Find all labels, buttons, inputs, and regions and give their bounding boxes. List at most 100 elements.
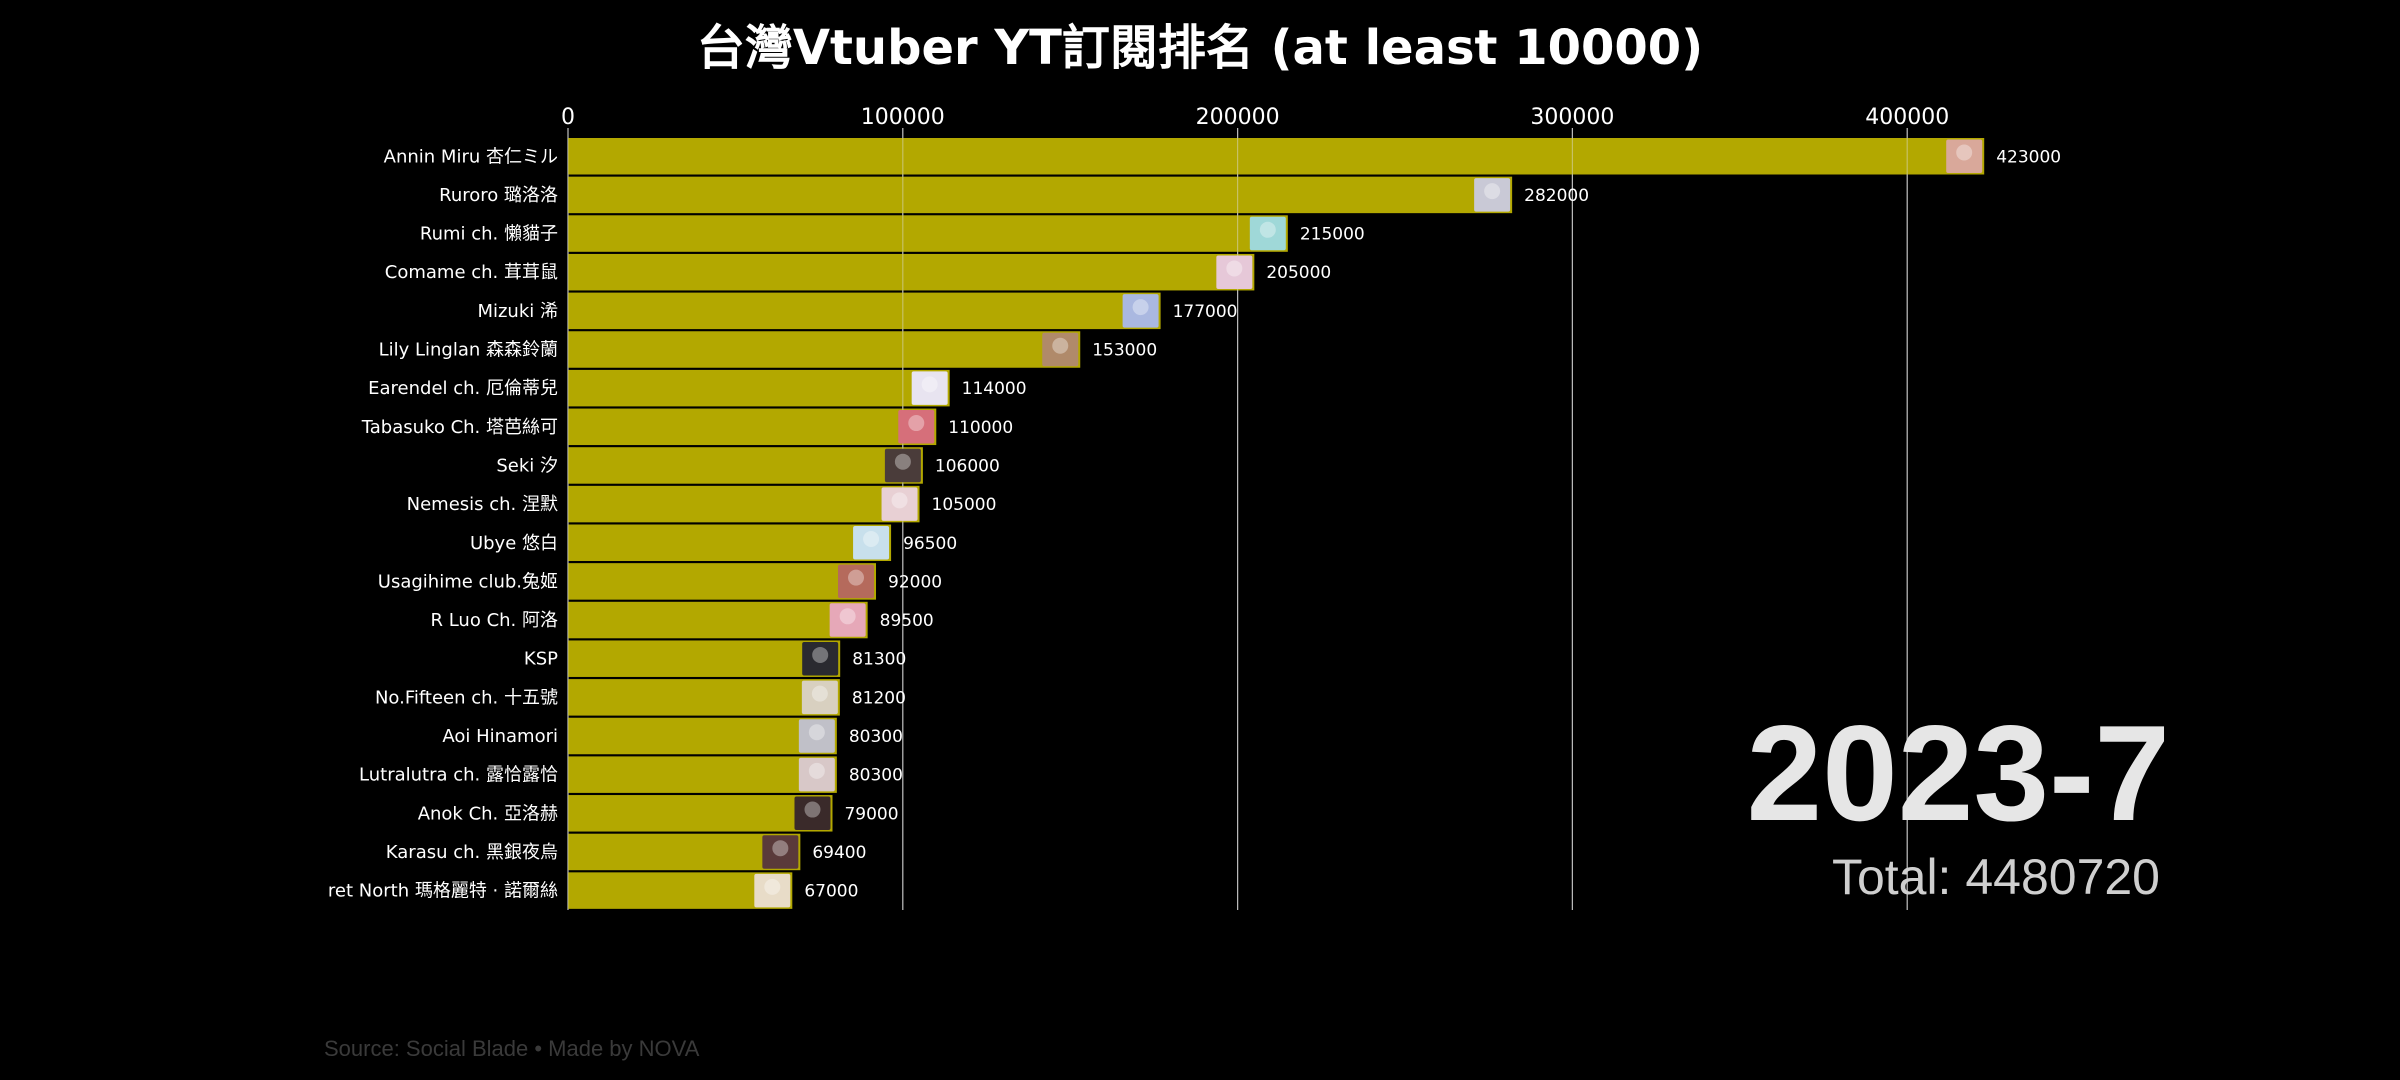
avatar-icon	[1216, 255, 1253, 289]
value-label: 153000	[1092, 341, 1157, 361]
value-label: 114000	[962, 379, 1027, 399]
bar	[568, 795, 833, 832]
avatar-face-icon	[804, 801, 821, 818]
x-tick-label: 400000	[1865, 105, 1949, 130]
avatar-face-icon	[808, 762, 825, 779]
bar	[568, 369, 950, 407]
avatar-face-icon	[764, 878, 781, 895]
value-label: 96500	[903, 534, 957, 554]
avatar-icon	[853, 526, 890, 560]
period-label: 2023-7	[1746, 697, 2170, 849]
bar	[568, 563, 877, 600]
bar	[568, 524, 892, 561]
avatar-face-icon	[772, 840, 789, 857]
total-label: Total: 4480720	[1831, 849, 2160, 905]
bar	[568, 447, 923, 484]
value-label: 81200	[852, 688, 906, 708]
chart-title: 台灣Vtuber YT訂閱排名 (at least 10000)	[696, 20, 1704, 76]
category-label: Mizuki 浠	[477, 301, 558, 322]
avatar-icon	[881, 487, 918, 521]
category-label: Ubye 悠白	[470, 533, 558, 554]
avatar-icon	[762, 835, 799, 869]
category-label: Aoi Hinamori	[442, 726, 558, 747]
avatar-icon	[1474, 178, 1511, 212]
avatar-icon	[1249, 216, 1286, 251]
value-label: 105000	[932, 495, 997, 515]
x-tick-label: 100000	[861, 105, 945, 130]
avatar-icon	[754, 873, 791, 908]
value-label: 67000	[804, 882, 858, 902]
avatar-face-icon	[908, 415, 925, 432]
bar	[568, 176, 1513, 214]
value-label: 89500	[880, 611, 934, 631]
value-label: 80300	[849, 727, 903, 747]
category-label: Ruroro 璐洛洛	[439, 185, 558, 206]
bar	[568, 253, 1255, 291]
avatar-icon	[801, 680, 838, 715]
value-label: 106000	[935, 456, 1000, 476]
bar	[568, 408, 937, 446]
avatar-icon	[911, 371, 948, 405]
bar	[568, 679, 840, 716]
value-label: 423000	[1996, 147, 2061, 167]
avatar-face-icon	[1484, 183, 1501, 200]
avatar-face-icon	[1226, 260, 1243, 277]
category-label: Lutralutra ch. 露恰露恰	[359, 765, 558, 786]
avatar-face-icon	[891, 492, 908, 509]
avatar-icon	[884, 448, 921, 483]
category-label: R Luo Ch. 阿洛	[430, 610, 558, 631]
avatar-face-icon	[921, 376, 938, 393]
avatar-icon	[838, 564, 875, 599]
avatar-face-icon	[1132, 299, 1149, 316]
category-label: ret North 瑪格麗特 · 諾爾絲	[328, 881, 558, 902]
avatar-face-icon	[811, 685, 828, 702]
avatar-face-icon	[863, 531, 880, 547]
avatar-icon	[1946, 139, 1983, 173]
bar	[568, 485, 920, 523]
category-label: Seki 汐	[496, 455, 558, 476]
bar	[568, 640, 841, 677]
category-label: Lily Linglan 森森鈴蘭	[379, 340, 558, 361]
value-label: 92000	[888, 572, 942, 592]
category-label: Comame ch. 茸茸鼠	[385, 262, 558, 283]
x-tick-label: 300000	[1530, 105, 1614, 130]
bar	[568, 292, 1161, 330]
category-label: KSP	[524, 649, 558, 670]
value-label: 215000	[1300, 225, 1365, 245]
category-label: Anok Ch. 亞洛赫	[418, 803, 558, 824]
avatar-face-icon	[808, 724, 825, 741]
bar	[568, 833, 801, 871]
category-label: Earendel ch. 厄倫蒂兒	[368, 378, 558, 399]
value-label: 282000	[1524, 186, 1589, 206]
source-label: Source: Social Blade • Made by NOVA	[324, 1036, 700, 1061]
avatar-face-icon	[839, 608, 856, 625]
bar-layer	[568, 138, 1985, 909]
avatar-face-icon	[848, 569, 865, 586]
bar	[568, 756, 837, 793]
avatar-icon	[898, 410, 935, 444]
category-label: Usagihime club.兔姬	[378, 571, 558, 592]
category-label: Karasu ch. 黑銀夜烏	[386, 842, 558, 863]
avatar-face-icon	[1052, 337, 1069, 354]
value-label: 177000	[1173, 302, 1238, 322]
avatar-face-icon	[894, 453, 911, 470]
bar	[568, 717, 837, 755]
bar	[568, 601, 868, 639]
x-tick-label: 200000	[1196, 105, 1280, 130]
category-label: Tabasuko Ch. 塔芭絲可	[361, 417, 558, 438]
label-layer: 0 100000 200000 300000 400000 423000 Annin Mir…	[328, 105, 2061, 908]
avatar-icon	[798, 757, 835, 792]
avatar-icon	[1122, 294, 1159, 328]
bar	[568, 215, 1288, 252]
bar	[568, 138, 1985, 175]
avatar-face-icon	[1956, 144, 1973, 161]
avatar-face-icon	[1259, 221, 1276, 238]
value-label: 110000	[948, 418, 1013, 438]
value-label: 205000	[1266, 263, 1331, 283]
x-tick-label: 0	[561, 105, 575, 130]
avatar-icon	[1042, 332, 1079, 367]
value-label: 79000	[844, 804, 898, 824]
bar	[568, 331, 1081, 368]
category-label: Annin Miru 杏仁ミル	[384, 146, 558, 167]
